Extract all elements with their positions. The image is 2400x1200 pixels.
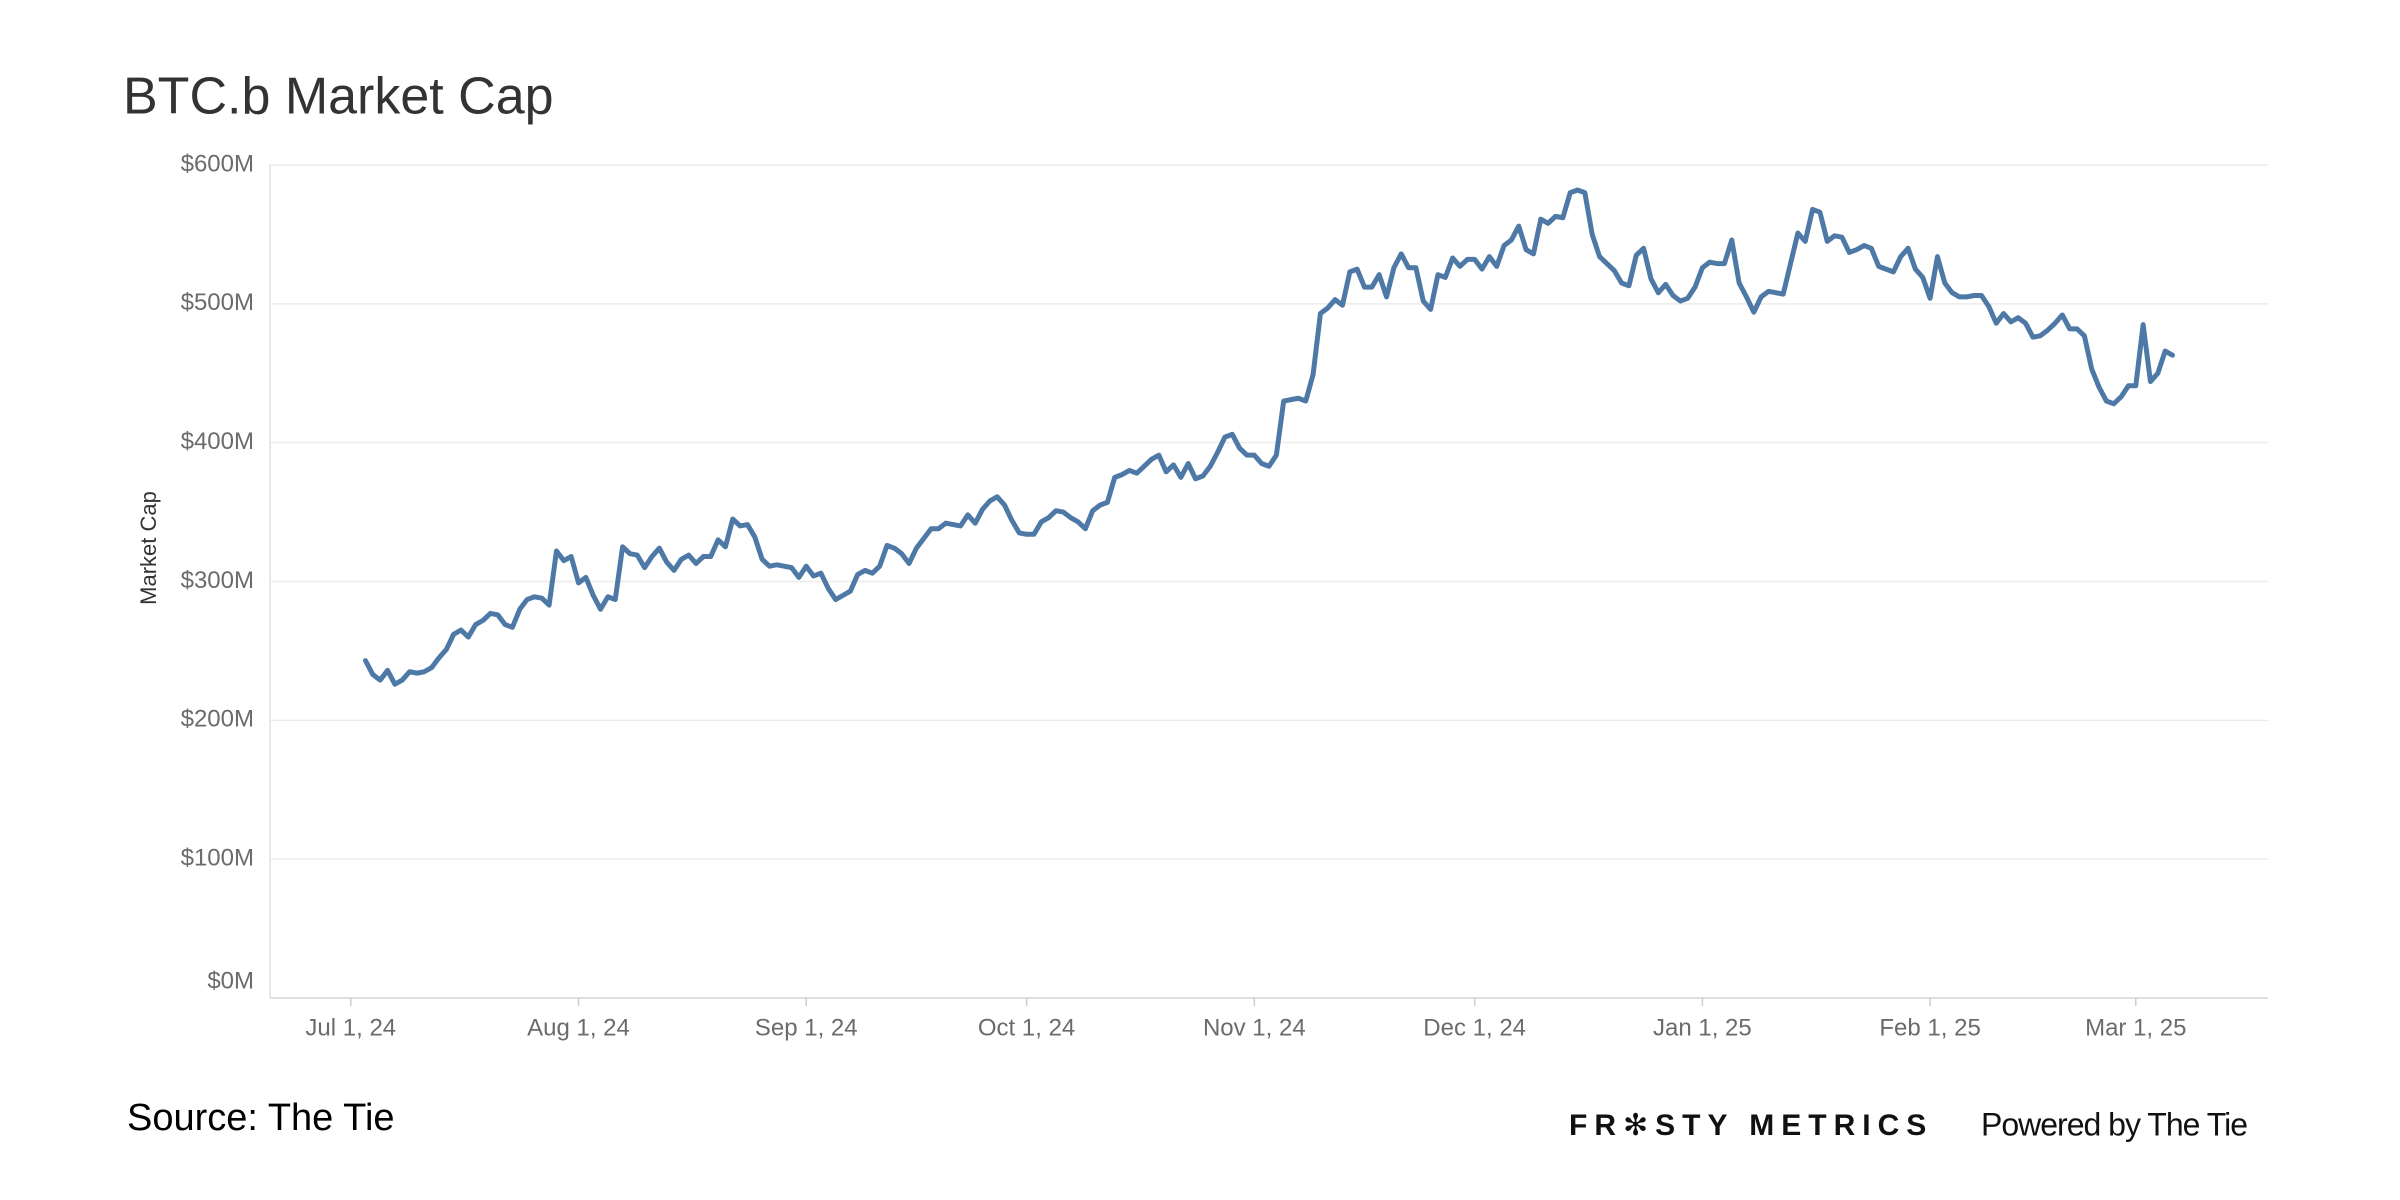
x-tick-label: Dec 1, 24	[1423, 1014, 1526, 1041]
x-tick-label: Aug 1, 24	[527, 1014, 630, 1041]
x-tick-label: Jul 1, 24	[305, 1014, 396, 1041]
y-tick-label: $500M	[181, 289, 254, 316]
powered-by: Powered by The Tie	[1981, 1106, 2247, 1142]
data-line	[362, 187, 2176, 687]
chart-title: BTC.b Market Cap	[123, 68, 554, 126]
y-tick-label: $200M	[181, 706, 254, 733]
y-tick-label: $400M	[181, 428, 254, 455]
y-tick-label: $0M	[207, 967, 254, 994]
x-tick-label: Oct 1, 24	[978, 1014, 1075, 1041]
x-tick-label: Nov 1, 24	[1203, 1014, 1306, 1041]
y-tick-label: $600M	[181, 150, 254, 177]
y-axis-label: Market Cap	[136, 491, 161, 605]
y-tick-label: $300M	[181, 567, 254, 594]
y-tick-label: $100M	[181, 845, 254, 872]
x-tick-label: Feb 1, 25	[1879, 1014, 1980, 1041]
x-tick-label: Sep 1, 24	[755, 1014, 858, 1041]
x-tick-label: Mar 1, 25	[2085, 1014, 2186, 1041]
brand-logo: FR✻STY METRICS	[1569, 1109, 1933, 1142]
source-note: Source: The Tie	[127, 1097, 395, 1139]
x-tick-label: Jan 1, 25	[1653, 1014, 1752, 1041]
